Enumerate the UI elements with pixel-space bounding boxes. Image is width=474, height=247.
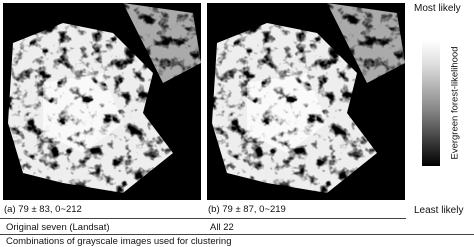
colorbar-bottom-label: Least likely <box>414 205 463 216</box>
colorbar <box>422 40 440 166</box>
panel-caption: (a) 79 ± 83, 0~212 <box>4 204 82 215</box>
combination-label: All 22 <box>210 222 234 233</box>
footer-caption: Combinations of grayscale images used fo… <box>6 236 231 247</box>
colorbar-top-label: Most likely <box>414 3 461 14</box>
panel-a-image <box>3 3 201 200</box>
colorbar-axis-label: Evergreen forest-likelihood <box>450 46 461 159</box>
panel-b-image <box>207 3 405 200</box>
rule <box>0 234 474 235</box>
combination-label: Original seven (Landsat) <box>6 222 110 233</box>
figure: Most likely Least likely Evergreen fores… <box>0 0 474 247</box>
panel-caption: (b) 79 ± 87, 0~219 <box>208 204 286 215</box>
rule <box>0 218 406 219</box>
